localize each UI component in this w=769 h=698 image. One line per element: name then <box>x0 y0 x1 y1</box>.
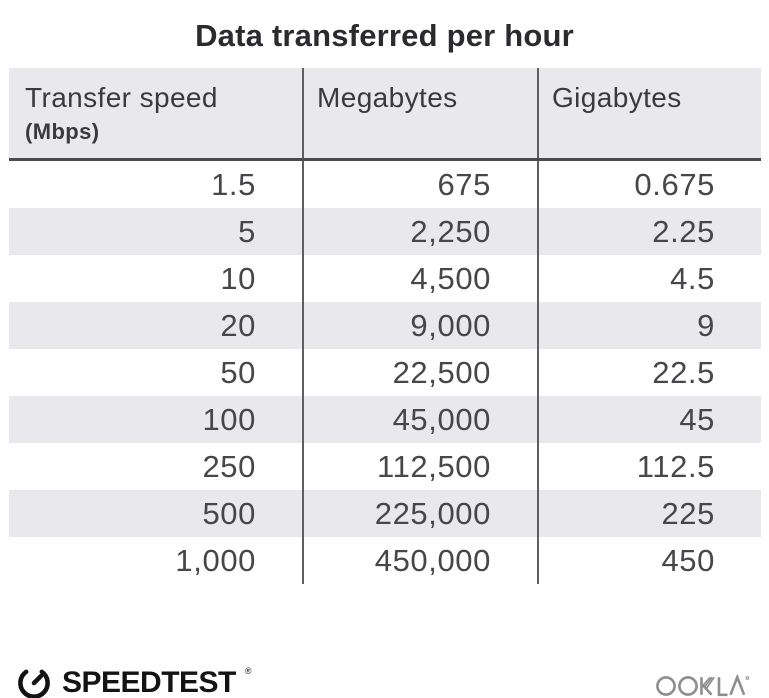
page-title: Data transferred per hour <box>195 18 574 53</box>
table-header-row: Transfer speed (Mbps) Megabytes Gigabyte… <box>9 68 761 161</box>
cell-speed: 500 <box>202 496 256 531</box>
header-gigabytes-label: Gigabytes <box>552 82 682 113</box>
registered-trademark-icon: ® <box>244 666 252 676</box>
cell-megabytes: 22,500 <box>302 349 537 396</box>
table-row: 20 9,000 9 <box>9 302 761 349</box>
speedtest-logo: SPEEDTEST ® <box>14 663 252 698</box>
cell-speed: 50 <box>220 355 256 390</box>
cell-megabytes: 112,500 <box>302 443 537 490</box>
cell-speed: 10 <box>220 261 256 296</box>
data-table: Transfer speed (Mbps) Megabytes Gigabyte… <box>9 68 761 584</box>
cell-gigabytes: 225 <box>537 490 761 537</box>
cell-megabytes: 450,000 <box>302 537 537 584</box>
cell-megabytes: 675 <box>302 161 537 208</box>
cell-gigabytes: 45 <box>537 396 761 443</box>
cell-megabytes: 2,250 <box>302 208 537 255</box>
table-row: 100 45,000 45 <box>9 396 761 443</box>
cell-gigabytes: 2.25 <box>537 208 761 255</box>
infographic: Data transferred per hour Transfer speed… <box>0 16 769 698</box>
cell-gigabytes: 112.5 <box>537 443 761 490</box>
header-transfer-speed-label: Transfer speed <box>25 82 218 113</box>
table-row: 10 4,500 4.5 <box>9 255 761 302</box>
cell-speed: 1.5 <box>211 167 256 202</box>
cell-megabytes: 9,000 <box>302 302 537 349</box>
cell-speed: 20 <box>220 308 256 343</box>
header-gigabytes: Gigabytes <box>537 68 761 158</box>
cell-speed: 100 <box>202 402 256 437</box>
cell-gigabytes: 4.5 <box>537 255 761 302</box>
header-megabytes: Megabytes <box>302 68 537 158</box>
table-row: 5 2,250 2.25 <box>9 208 761 255</box>
cell-megabytes: 4,500 <box>302 255 537 302</box>
speedtest-wordmark: SPEEDTEST <box>62 666 236 698</box>
ookla-logo <box>655 667 755 698</box>
table-row: 250 112,500 112.5 <box>9 443 761 490</box>
cell-speed: 250 <box>202 449 256 484</box>
table-row: 500 225,000 225 <box>9 490 761 537</box>
cell-megabytes: 225,000 <box>302 490 537 537</box>
cell-gigabytes: 0.675 <box>537 161 761 208</box>
cell-speed: 1,000 <box>175 543 256 578</box>
footer: SPEEDTEST ® <box>0 660 769 698</box>
speedtest-gauge-icon <box>14 663 54 698</box>
table-row: 1,000 450,000 450 <box>9 537 761 584</box>
cell-speed: 5 <box>238 214 256 249</box>
table-row: 1.5 675 0.675 <box>9 161 761 208</box>
header-transfer-speed: Transfer speed (Mbps) <box>9 68 302 158</box>
header-mbps-unit: (Mbps) <box>25 119 100 144</box>
cell-gigabytes: 9 <box>537 302 761 349</box>
cell-megabytes: 45,000 <box>302 396 537 443</box>
cell-gigabytes: 22.5 <box>537 349 761 396</box>
table-row: 50 22,500 22.5 <box>9 349 761 396</box>
cell-gigabytes: 450 <box>537 537 761 584</box>
header-megabytes-label: Megabytes <box>317 82 458 113</box>
